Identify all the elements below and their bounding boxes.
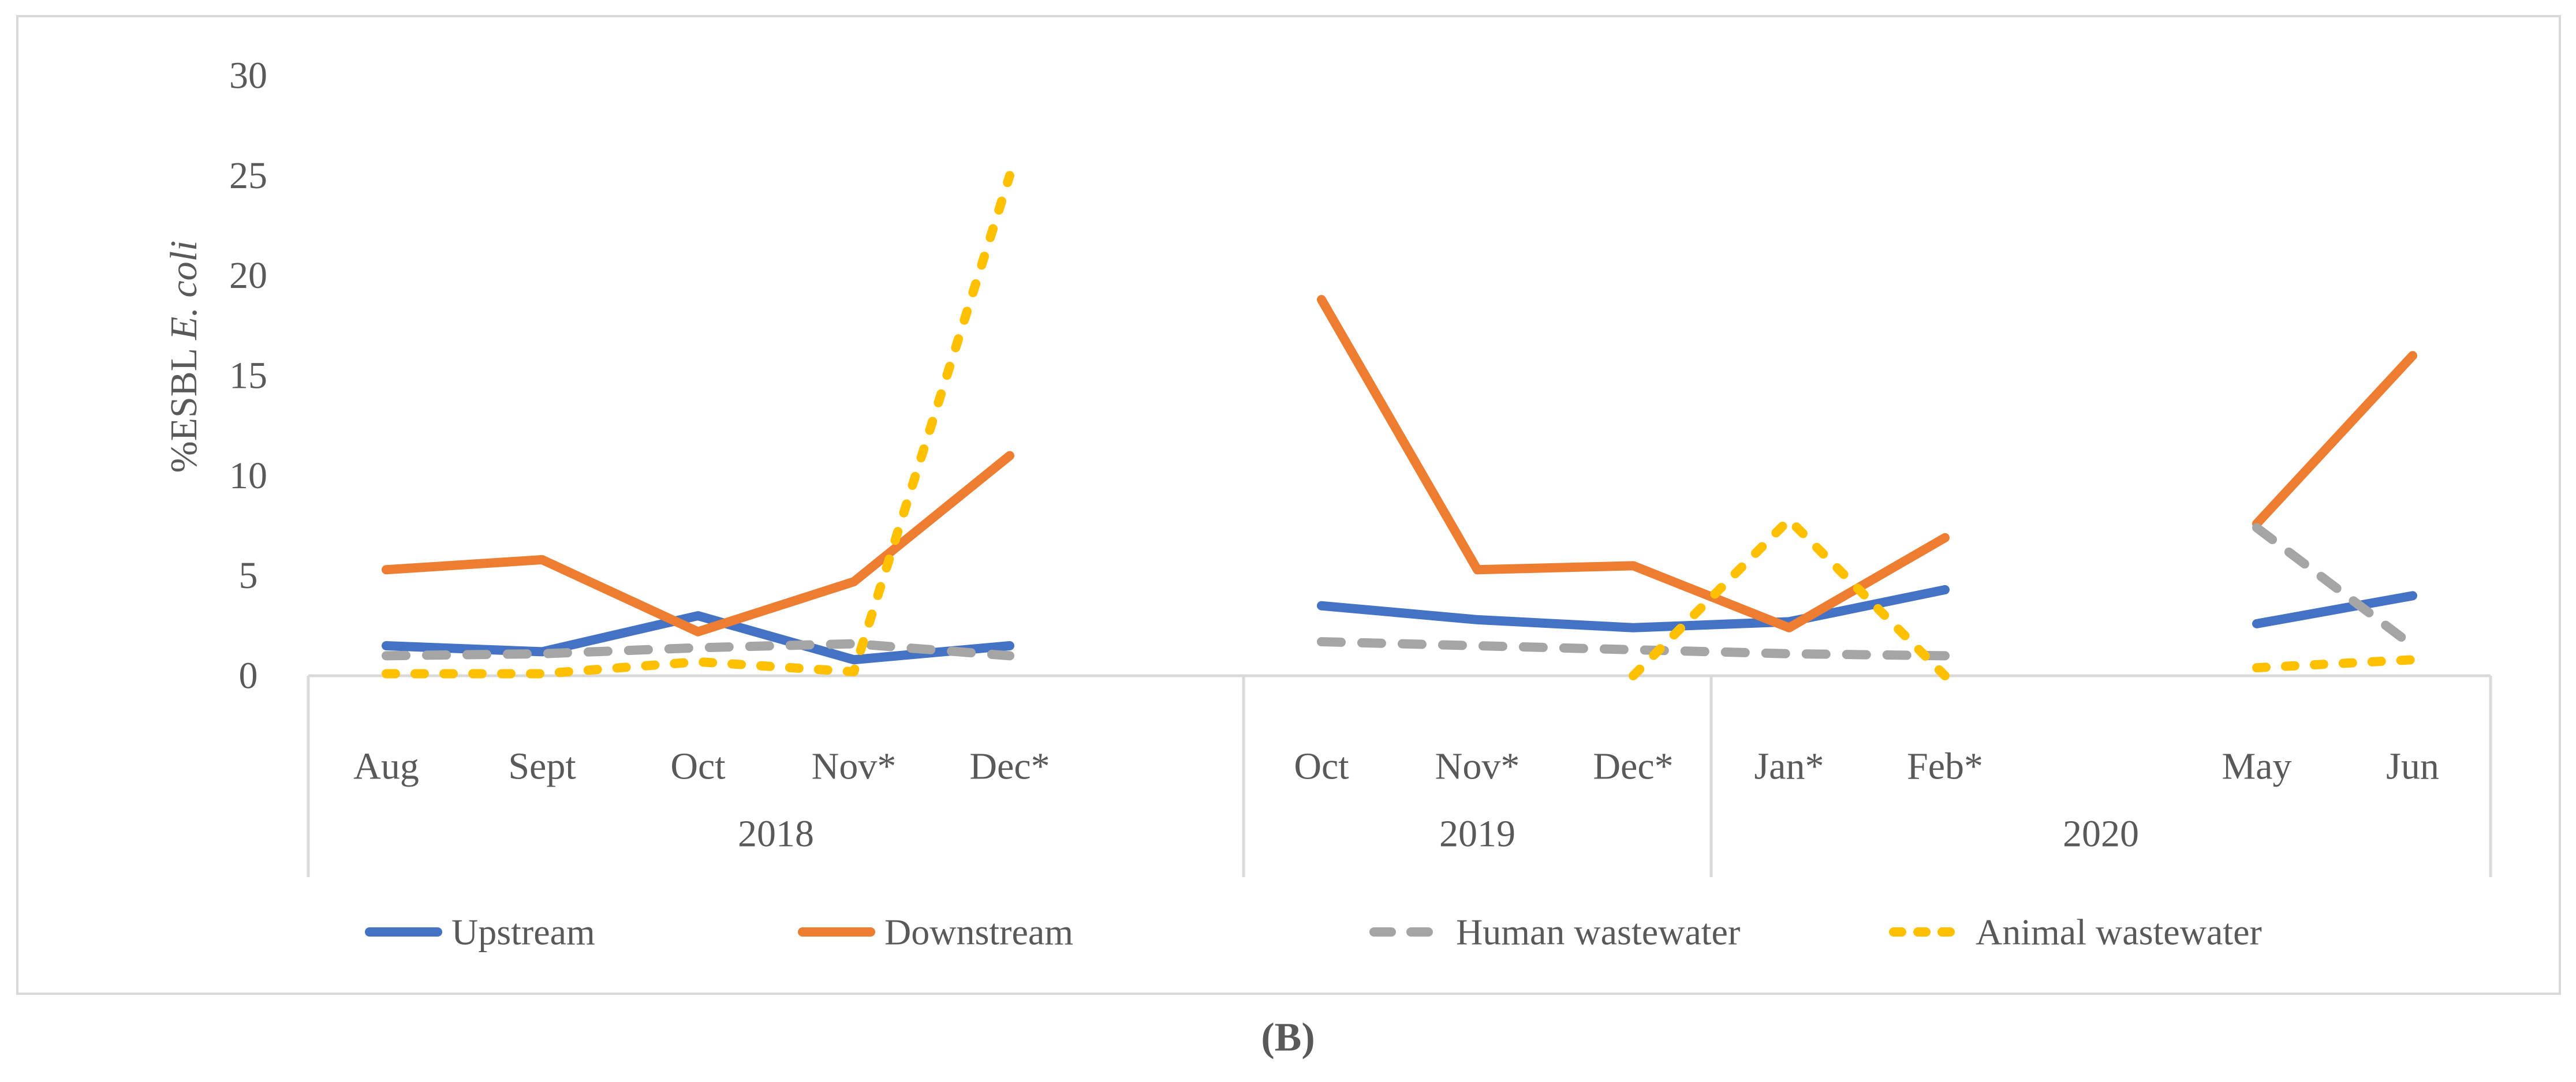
month-label: Jan* [1754, 746, 1824, 788]
y-axis-title: %ESBL E. coli [163, 241, 205, 473]
month-label: Aug [353, 746, 419, 788]
figure-border [16, 15, 2561, 995]
series-line-animal-wastewater [382, 171, 1014, 679]
y-tick-label: 30 [229, 54, 267, 96]
month-label: Jun [2386, 746, 2439, 788]
legend-label-downstream: Downstream [884, 912, 1073, 953]
series-line-downstream [382, 451, 1014, 637]
series-line-downstream [2252, 351, 2417, 529]
month-label: Nov* [812, 746, 897, 788]
figure-caption: (B) [1261, 1016, 1315, 1060]
month-label: Oct [1294, 746, 1349, 788]
month-label: Oct [670, 746, 725, 788]
legend-label-animal-wastewater: Animal wastewater [1976, 912, 2262, 953]
month-label: Feb* [1907, 746, 1983, 788]
series-line-upstream [1317, 585, 1950, 632]
y-tick-label: 5 [239, 555, 258, 597]
month-label: May [2222, 746, 2292, 788]
series-line-upstream [2252, 591, 2417, 628]
month-label: Dec* [969, 746, 1050, 788]
chart-body: 0 5 10 15 20 25 30 %ESBL E. coli Aug Sept Oct Nov* D… [163, 54, 2492, 953]
y-tick-label: 20 [229, 254, 267, 297]
year-label: 2019 [1439, 813, 1515, 855]
legend-label-upstream: Upstream [451, 912, 595, 953]
month-label: Nov* [1435, 746, 1520, 788]
series-line-human-wastewater [1317, 637, 1950, 661]
year-label: 2020 [2063, 813, 2139, 855]
series-line-human-wastewater [382, 639, 1014, 661]
series-line-human-wastewater [2252, 523, 2417, 650]
y-tick-label: 25 [229, 155, 267, 197]
legend-label-human-wastewater: Human wastewater [1456, 912, 1740, 953]
month-label: Dec* [1593, 746, 1673, 788]
year-label: 2018 [738, 813, 814, 855]
y-tick-label: 0 [239, 655, 258, 697]
y-tick-label: 15 [229, 354, 267, 396]
series-line-animal-wastewater [2252, 655, 2417, 673]
y-tick-label: 10 [229, 455, 267, 497]
series-line-upstream [382, 611, 1014, 665]
series-line-downstream [1317, 295, 1950, 632]
month-label: Sept [508, 746, 576, 788]
